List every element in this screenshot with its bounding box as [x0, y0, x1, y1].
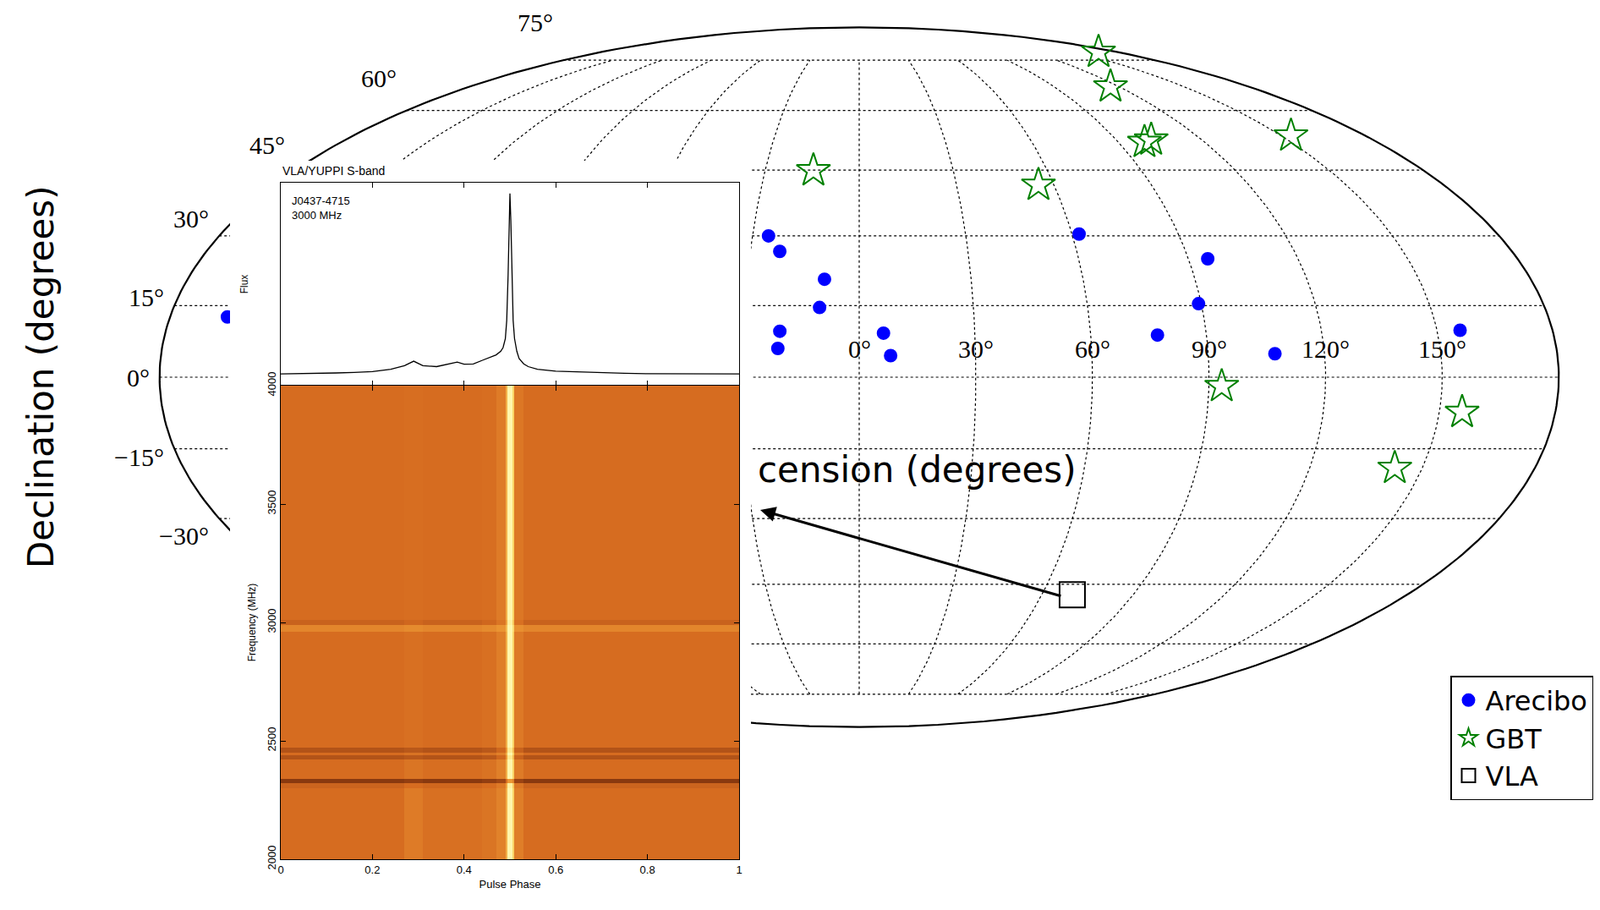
- svg-text:0.6: 0.6: [547, 863, 564, 877]
- svg-text:2500: 2500: [265, 727, 279, 752]
- svg-text:0.2: 0.2: [364, 863, 380, 877]
- svg-text:0.8: 0.8: [640, 863, 656, 877]
- svg-text:−30°: −30°: [158, 521, 209, 550]
- svg-text:90°: 90°: [1191, 334, 1228, 363]
- svg-text:30°: 30°: [958, 334, 994, 363]
- svg-text:60°: 60°: [1074, 334, 1111, 363]
- svg-text:Frequency (MHz): Frequency (MHz): [246, 583, 258, 663]
- svg-text:1: 1: [735, 863, 742, 877]
- svg-text:2000: 2000: [265, 845, 279, 871]
- svg-text:3000: 3000: [265, 608, 279, 634]
- svg-text:0.4: 0.4: [456, 863, 472, 877]
- svg-text:0: 0: [277, 863, 284, 877]
- svg-text:3500: 3500: [265, 490, 279, 516]
- svg-text:15°: 15°: [128, 283, 165, 312]
- svg-text:Pulse Phase: Pulse Phase: [479, 877, 542, 891]
- svg-text:Arecibo: Arecibo: [1485, 684, 1588, 718]
- svg-text:150°: 150°: [1418, 334, 1467, 363]
- svg-text:Flux: Flux: [238, 274, 251, 295]
- svg-text:30°: 30°: [173, 204, 209, 233]
- svg-text:cension (degrees): cension (degrees): [757, 449, 1077, 491]
- svg-text:GBT: GBT: [1485, 723, 1543, 756]
- svg-text:4000: 4000: [265, 372, 279, 397]
- svg-text:45°: 45°: [249, 131, 285, 159]
- svg-text:J0437-47153000 MHz: J0437-47153000 MHz: [291, 194, 351, 222]
- svg-text:Declination (degrees): Declination (degrees): [20, 185, 62, 569]
- svg-text:−15°: −15°: [114, 443, 165, 472]
- svg-text:0°: 0°: [848, 334, 872, 363]
- svg-text:0°: 0°: [126, 363, 150, 392]
- svg-text:VLA: VLA: [1485, 760, 1539, 793]
- svg-text:75°: 75°: [517, 8, 554, 37]
- svg-text:60°: 60°: [361, 64, 397, 93]
- svg-text:120°: 120°: [1301, 334, 1350, 363]
- svg-text:VLA/YUPPI S-band: VLA/YUPPI S-band: [282, 164, 385, 178]
